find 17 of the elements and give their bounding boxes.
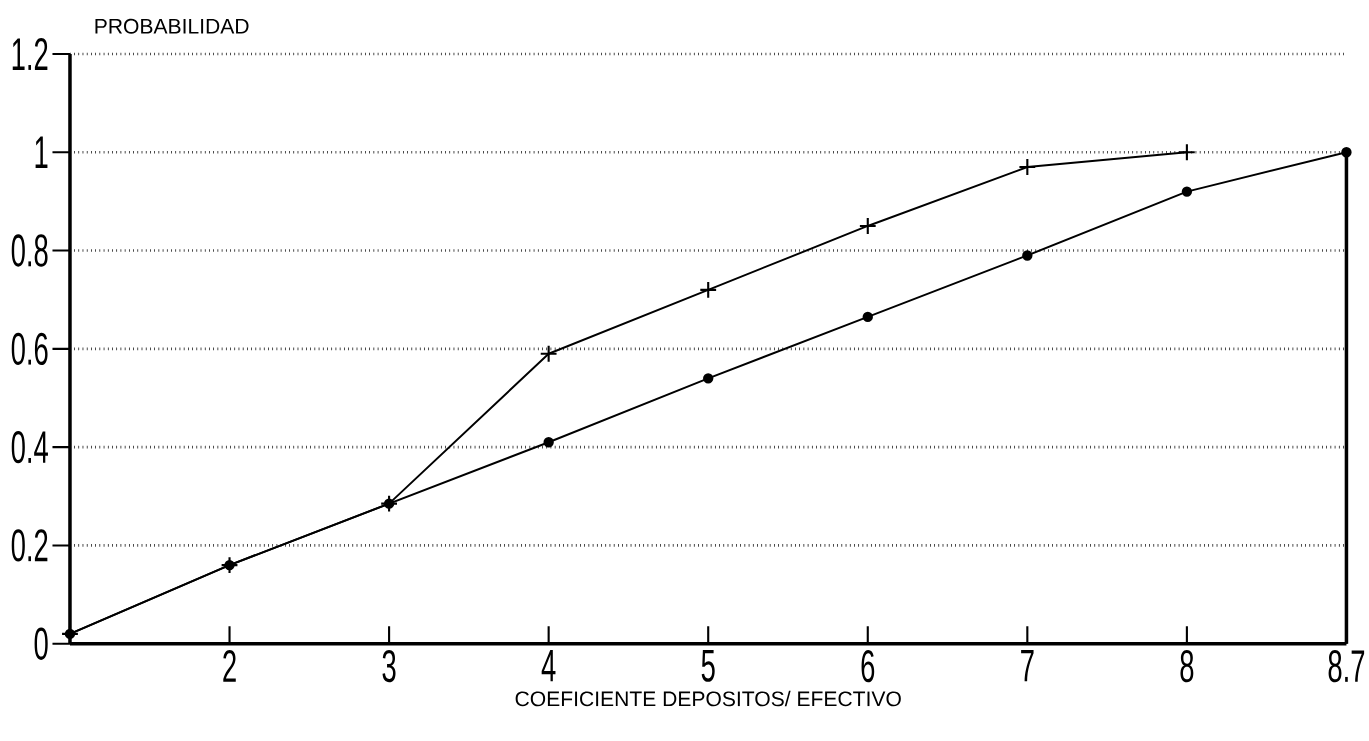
y-tick-label: 0.4 xyxy=(11,431,48,464)
y-tick-label: 1.2 xyxy=(12,38,48,71)
y-tick-label: 0.6 xyxy=(11,332,48,366)
y-tick-label: 0.2 xyxy=(11,529,48,562)
x-tick-label: 8 xyxy=(1180,650,1194,683)
y-tick-label: 1 xyxy=(35,136,48,169)
x-tick-label: 7 xyxy=(1021,650,1034,682)
y-axis-title: PROBABILIDAD xyxy=(95,18,249,34)
y-tick-label: 0.8 xyxy=(11,234,48,267)
y-tick-label: 0 xyxy=(34,627,48,661)
x-axis-title: COEFICIENTE DEPOSITOS/ EFECTIVO xyxy=(515,690,901,707)
x-tick-label: 6 xyxy=(861,650,875,683)
x-tick-label: 8.7 xyxy=(1328,650,1365,683)
x-tick-label: 4 xyxy=(541,650,556,682)
x-tick-label: 3 xyxy=(382,650,396,683)
x-tick-label: 2 xyxy=(223,650,236,682)
x-tick-label: 5 xyxy=(701,650,715,682)
